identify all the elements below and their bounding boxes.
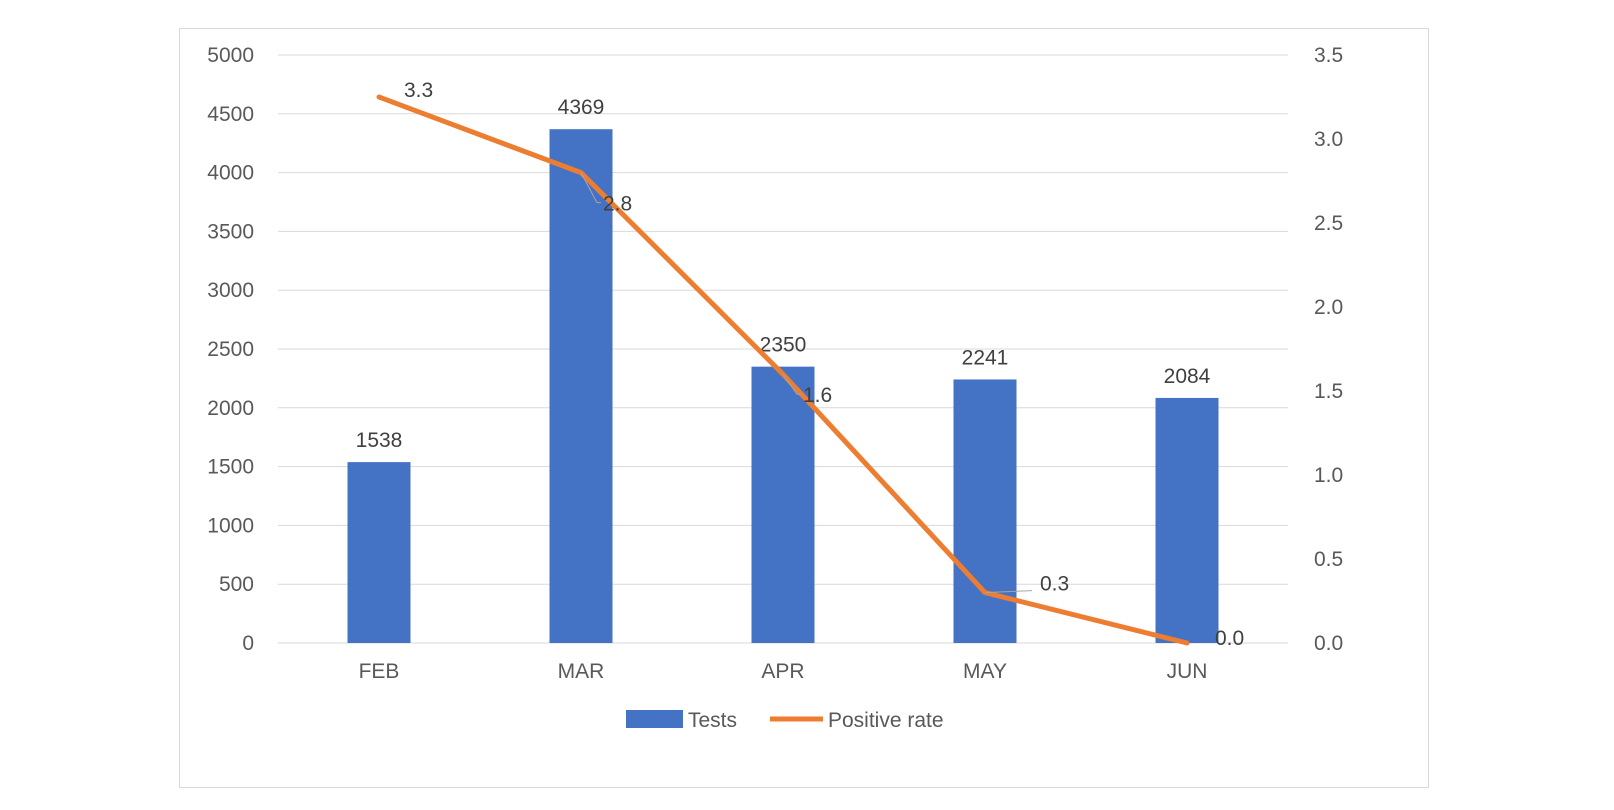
- legend-label-tests: Tests: [688, 709, 737, 732]
- right-axis-tick-label: 2.5: [1314, 212, 1343, 235]
- combo-chart: 0 500 1000 1500 2000 2500 3000 3500 4000 4500 5000…: [207, 44, 1343, 732]
- right-axis-tick-label: 0.0: [1314, 632, 1343, 655]
- bar-tests: [347, 462, 411, 643]
- right-axis-tick-label: 3.5: [1314, 44, 1343, 67]
- left-axis-tick-label: 5000: [207, 44, 254, 67]
- bar-tests: [953, 379, 1017, 643]
- bar-tests: [549, 129, 613, 644]
- data-label-leader: [580, 172, 601, 204]
- tests-data-labels: 1538 4369 2350 2241 2084: [356, 96, 1211, 452]
- right-axis-ticks: 0.0 0.5 1.0 1.5 2.0 2.5 3.0 3.5: [1314, 44, 1343, 655]
- legend: Tests Positive rate: [626, 709, 944, 732]
- left-axis-tick-label: 4500: [207, 103, 254, 126]
- line-data-label: 0.3: [1040, 573, 1069, 596]
- bar-tests: [751, 366, 815, 643]
- left-axis-tick-label: 2000: [207, 397, 254, 420]
- right-axis-tick-label: 1.0: [1314, 464, 1343, 487]
- legend-label-positive-rate: Positive rate: [828, 709, 944, 732]
- line-data-label: 0.0: [1215, 627, 1244, 650]
- left-axis-tick-label: 1000: [207, 514, 254, 537]
- line-data-label: 2.8: [603, 193, 632, 216]
- data-label-leader: [984, 590, 1033, 594]
- left-axis-tick-label: 3500: [207, 220, 254, 243]
- right-axis-tick-label: 3.0: [1314, 128, 1343, 151]
- left-axis-tick-label: 4000: [207, 162, 254, 185]
- bar-tests: [1155, 397, 1219, 643]
- category-label: MAY: [963, 660, 1007, 683]
- bar-data-label: 2084: [1164, 365, 1211, 388]
- bar-data-label: 2241: [962, 346, 1009, 369]
- legend-swatch-tests: [626, 710, 683, 728]
- left-axis-tick-label: 1500: [207, 456, 254, 479]
- left-axis-tick-label: 0: [242, 632, 254, 655]
- right-axis-tick-label: 2.0: [1314, 296, 1343, 319]
- line-data-label: 3.3: [404, 79, 433, 102]
- left-axis-tick-label: 3000: [207, 279, 254, 302]
- data-label-leader: [782, 373, 801, 395]
- right-axis-tick-label: 1.5: [1314, 380, 1343, 403]
- right-axis-tick-label: 0.5: [1314, 548, 1343, 571]
- category-label: MAR: [558, 660, 605, 683]
- bar-data-label: 1538: [356, 429, 403, 452]
- positive-rate-data-labels: 3.3 2.8 1.6 0.3 0.0: [404, 79, 1244, 650]
- category-label: FEB: [359, 660, 400, 683]
- bar-data-label: 2350: [760, 334, 807, 357]
- category-axis: FEB MAR APR MAY JUN: [359, 660, 1208, 683]
- chart-frame: 0 500 1000 1500 2000 2500 3000 3500 4000 4500 5000…: [179, 28, 1429, 788]
- left-axis-ticks: 0 500 1000 1500 2000 2500 3000 3500 4000 4500 5000: [207, 44, 254, 655]
- line-data-label: 1.6: [803, 384, 832, 407]
- bar-data-label: 4369: [558, 96, 605, 119]
- left-axis-tick-label: 2500: [207, 338, 254, 361]
- left-axis-tick-label: 500: [219, 573, 254, 596]
- category-label: JUN: [1167, 660, 1208, 683]
- tests-bars: [347, 129, 1219, 644]
- category-label: APR: [761, 660, 804, 683]
